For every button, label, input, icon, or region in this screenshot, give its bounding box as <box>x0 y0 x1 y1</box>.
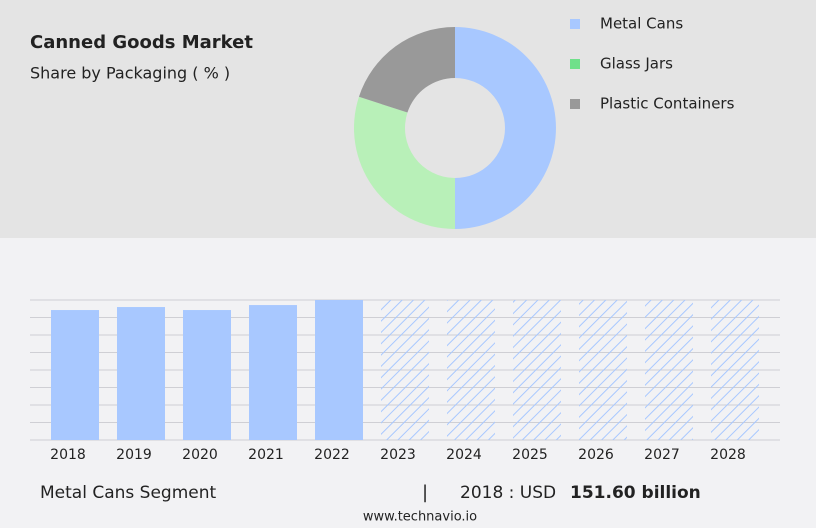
bar <box>183 310 231 440</box>
x-tick-label: 2021 <box>248 447 284 463</box>
separator: | <box>422 482 428 503</box>
bar <box>315 300 363 440</box>
legend-label: Glass Jars <box>600 55 673 73</box>
source: www.technavio.io <box>363 510 477 525</box>
bar <box>51 310 99 440</box>
year-label: 2018 : USD <box>460 483 556 503</box>
x-tick-label: 2023 <box>380 447 416 463</box>
legend-swatch <box>570 59 580 69</box>
bar <box>117 307 165 440</box>
x-tick-label: 2027 <box>644 447 680 463</box>
forecast-bar <box>447 300 495 440</box>
x-tick-label: 2018 <box>50 447 86 463</box>
chart-title: Canned Goods Market <box>30 32 253 53</box>
legend-swatch <box>570 19 580 29</box>
forecast-bar <box>381 300 429 440</box>
donut-slice <box>358 27 455 113</box>
legend-label: Metal Cans <box>600 15 683 33</box>
forecast-bar <box>645 300 693 440</box>
donut-slice <box>455 27 556 229</box>
x-tick-label: 2022 <box>314 447 350 463</box>
x-tick-label: 2028 <box>710 447 746 463</box>
legend-label: Plastic Containers <box>600 95 735 113</box>
segment-label: Metal Cans Segment <box>40 483 216 503</box>
x-tick-label: 2024 <box>446 447 482 463</box>
x-tick-label: 2026 <box>578 447 614 463</box>
bar <box>249 305 297 440</box>
forecast-bar <box>711 300 759 440</box>
x-tick-label: 2019 <box>116 447 152 463</box>
chart-subtitle: Share by Packaging ( % ) <box>30 64 230 83</box>
donut-slice <box>353 96 455 230</box>
x-tick-label: 2025 <box>512 447 548 463</box>
forecast-bar <box>579 300 627 440</box>
forecast-bar <box>513 300 561 440</box>
legend-swatch <box>570 99 580 109</box>
segment-value: 151.60 billion <box>570 483 701 503</box>
x-tick-label: 2020 <box>182 447 218 463</box>
